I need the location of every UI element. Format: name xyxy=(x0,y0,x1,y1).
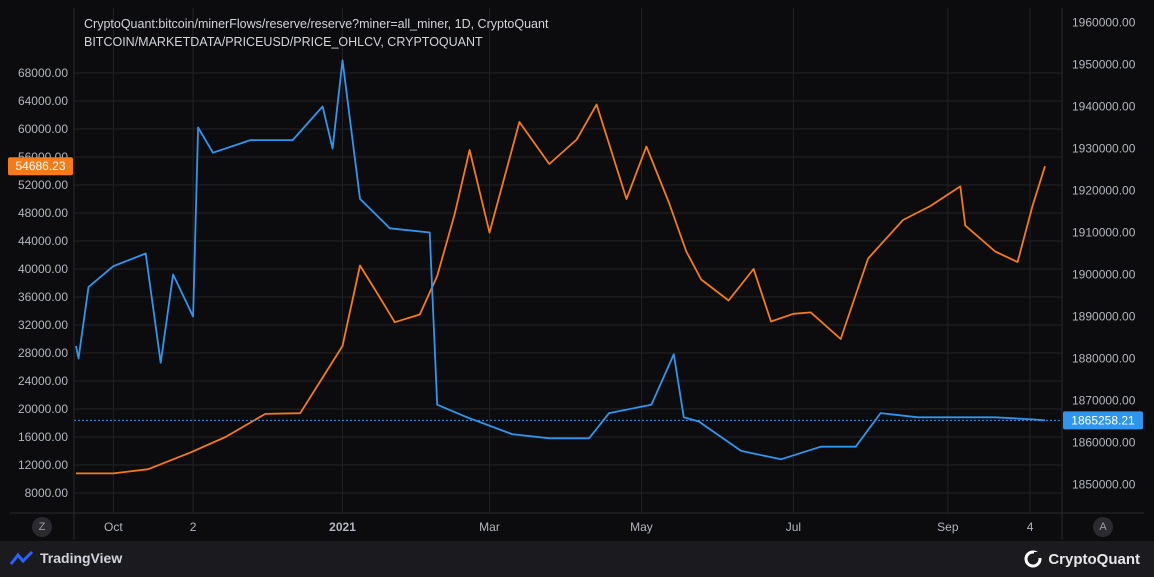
left-axis: 68000.0064000.0060000.0056000.0052000.00… xyxy=(18,66,68,500)
left-tick-label: 32000.00 xyxy=(18,318,68,332)
footer: TradingView CryptoQuant xyxy=(0,541,1154,577)
chart-legend: CryptoQuant:bitcoin/minerFlows/reserve/r… xyxy=(84,15,548,51)
legend-line-1: CryptoQuant:bitcoin/minerFlows/reserve/r… xyxy=(84,17,549,31)
right-axis: 1960000.00 1950000.00 1940000.00 1930000.00… xyxy=(1072,16,1136,492)
right-tick-label: 1920000.00 xyxy=(1072,184,1136,198)
x-tick-label: Jul xyxy=(786,520,801,534)
left-tick-label: 28000.00 xyxy=(18,346,68,360)
left-tick-label: 36000.00 xyxy=(18,290,68,304)
left-tick-label: 20000.00 xyxy=(18,402,68,416)
right-tick-label: 1960000.00 xyxy=(1072,16,1136,30)
grid xyxy=(74,8,1062,513)
left-tick-label: 52000.00 xyxy=(18,178,68,192)
left-tick-label: 64000.00 xyxy=(18,94,68,108)
last-value-badges: 54686.23 1865258.21 xyxy=(8,157,1143,430)
time-axis: Oct 2 2021 Mar May Jul Sep 4 xyxy=(104,520,1034,534)
left-tick-label: 12000.00 xyxy=(18,458,68,472)
left-tick-label: 24000.00 xyxy=(18,374,68,388)
x-tick-label: May xyxy=(630,520,653,534)
left-tick-label: 40000.00 xyxy=(18,262,68,276)
series-group xyxy=(75,59,1046,475)
right-tick-label: 1930000.00 xyxy=(1072,142,1136,156)
left-tick-label: 60000.00 xyxy=(18,122,68,136)
right-tick-label: 1860000.00 xyxy=(1072,436,1136,450)
tradingview-label: TradingView xyxy=(40,550,123,566)
x-tick-label: Oct xyxy=(104,520,123,534)
legend-line-2: BITCOIN/MARKETDATA/PRICEUSD/PRICE_OHLCV,… xyxy=(84,35,483,49)
price-last-badge xyxy=(8,157,73,176)
cryptoquant-logo: CryptoQuant xyxy=(1024,550,1140,568)
right-tick-label: 1850000.00 xyxy=(1072,478,1136,492)
x-tick-label: Mar xyxy=(479,520,500,534)
right-tick-label: 1910000.00 xyxy=(1072,226,1136,240)
cryptoquant-icon xyxy=(1024,550,1043,568)
x-tick-label: Sep xyxy=(937,520,959,534)
right-tick-label: 1940000.00 xyxy=(1072,100,1136,114)
right-tick-label: 1870000.00 xyxy=(1072,394,1136,408)
reserve-series-line xyxy=(75,59,1046,461)
right-tick-label: 1890000.00 xyxy=(1072,310,1136,324)
price-series-line xyxy=(76,103,1046,475)
left-tick-label: 44000.00 xyxy=(18,234,68,248)
reserve-last-badge xyxy=(1063,411,1143,430)
reserve-last-label: 1865258.21 xyxy=(1071,413,1135,427)
left-tick-label: 16000.00 xyxy=(18,430,68,444)
left-tick-label: 48000.00 xyxy=(18,206,68,220)
left-tick-label: 8000.00 xyxy=(25,486,69,500)
right-tick-label: 1900000.00 xyxy=(1072,268,1136,282)
x-tick-label: 2 xyxy=(190,520,197,534)
tradingview-icon xyxy=(10,550,34,565)
cryptoquant-label: CryptoQuant xyxy=(1048,550,1140,568)
time-zone-button[interactable]: Z xyxy=(32,517,52,537)
x-tick-label: 2021 xyxy=(329,520,356,534)
price-last-label: 54686.23 xyxy=(15,159,65,173)
left-tick-label: 68000.00 xyxy=(18,66,68,80)
auto-scale-button[interactable]: A xyxy=(1093,517,1113,537)
tradingview-logo[interactable]: TradingView xyxy=(10,550,122,566)
x-tick-label: 4 xyxy=(1027,520,1034,534)
right-tick-label: 1880000.00 xyxy=(1072,352,1136,366)
right-tick-label: 1950000.00 xyxy=(1072,58,1136,72)
